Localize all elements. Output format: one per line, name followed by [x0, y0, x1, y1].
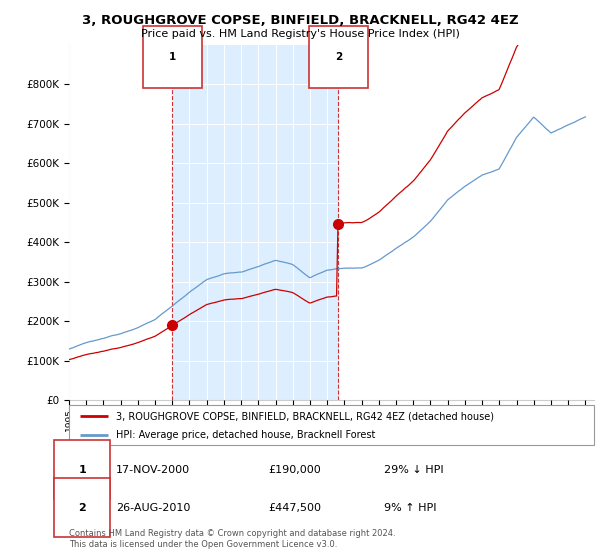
Text: 2: 2: [78, 503, 86, 513]
Text: £447,500: £447,500: [269, 503, 322, 513]
Text: 9% ↑ HPI: 9% ↑ HPI: [384, 503, 437, 513]
Text: 2: 2: [335, 52, 342, 62]
Text: 29% ↓ HPI: 29% ↓ HPI: [384, 465, 443, 475]
Text: 3, ROUGHGROVE COPSE, BINFIELD, BRACKNELL, RG42 4EZ (detached house): 3, ROUGHGROVE COPSE, BINFIELD, BRACKNELL…: [116, 411, 494, 421]
Text: 17-NOV-2000: 17-NOV-2000: [116, 465, 190, 475]
Text: 26-AUG-2010: 26-AUG-2010: [116, 503, 191, 513]
Text: HPI: Average price, detached house, Bracknell Forest: HPI: Average price, detached house, Brac…: [116, 430, 376, 440]
Text: 3, ROUGHGROVE COPSE, BINFIELD, BRACKNELL, RG42 4EZ: 3, ROUGHGROVE COPSE, BINFIELD, BRACKNELL…: [82, 14, 518, 27]
Text: Contains HM Land Registry data © Crown copyright and database right 2024.
This d: Contains HM Land Registry data © Crown c…: [69, 529, 395, 549]
Text: 1: 1: [78, 465, 86, 475]
FancyBboxPatch shape: [69, 405, 594, 445]
Bar: [172, 45, 338, 400]
Text: £190,000: £190,000: [269, 465, 321, 475]
Text: 1: 1: [169, 52, 176, 62]
Text: Price paid vs. HM Land Registry's House Price Index (HPI): Price paid vs. HM Land Registry's House …: [140, 29, 460, 39]
